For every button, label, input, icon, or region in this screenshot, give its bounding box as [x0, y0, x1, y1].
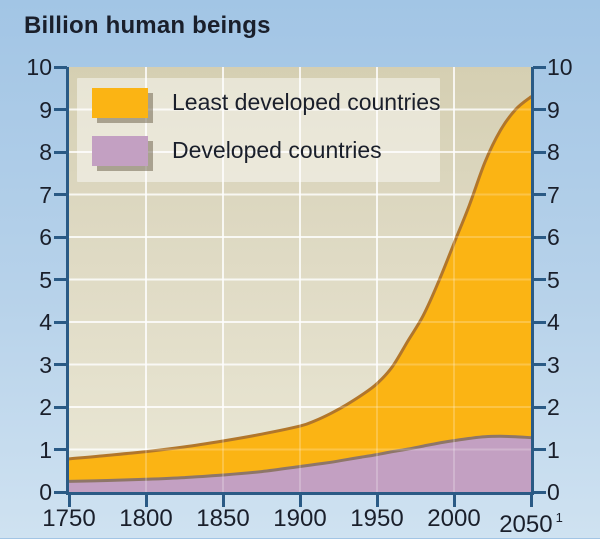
y-axis-tick-right [533, 363, 546, 366]
curve-least-developed [69, 95, 531, 461]
legend-panel [77, 78, 440, 182]
x-axis-label: 2050 1 [499, 510, 563, 538]
x-axis-label: 2000 [427, 505, 481, 532]
y-axis-label-right: 4 [547, 309, 560, 335]
y-axis-label-right: 1 [547, 436, 560, 463]
y-axis-label-left: 2 [39, 394, 52, 420]
curve-developed [69, 434, 531, 483]
x-axis-tick [298, 495, 302, 507]
y-axis-label-left: 4 [39, 309, 52, 335]
y-axis-tick-left [54, 363, 67, 366]
y-axis-tick-left [54, 405, 67, 409]
x-axis-label: 1850 [196, 505, 250, 532]
plot-area: Least developed countries Developed coun… [66, 67, 534, 495]
chart-title: Billion human beings [24, 12, 271, 39]
y-axis-tick-right [533, 278, 546, 281]
y-axis-label-right: 6 [547, 224, 560, 250]
y-axis-label-left: 7 [39, 181, 52, 208]
footnote-marker: 1 [555, 510, 563, 525]
y-axis-tick-right [533, 448, 546, 451]
y-axis-label-right: 9 [547, 96, 560, 123]
y-axis-label-left: 6 [39, 224, 52, 250]
y-axis-tick-left [54, 490, 67, 494]
x-axis-tick [221, 495, 225, 507]
area-least-developed [69, 96, 531, 492]
y-axis-label-right: 7 [547, 181, 560, 208]
y-axis-label-right: 3 [547, 351, 560, 378]
y-axis-label-right: 8 [547, 139, 560, 165]
y-axis-label-left: 10 [26, 54, 52, 80]
y-axis-tick-left [54, 448, 67, 451]
x-axis-label: 1950 [350, 505, 404, 532]
y-axis-label-right: 5 [547, 266, 560, 293]
y-axis-tick-left [54, 235, 67, 239]
y-axis-tick-left [54, 278, 67, 281]
y-axis-label-left: 1 [39, 436, 52, 463]
y-axis-tick-left [54, 193, 67, 196]
x-axis-tick [67, 495, 71, 507]
area-chart-svg [69, 67, 531, 492]
y-axis-tick-left [54, 320, 67, 324]
y-axis-tick-right [533, 150, 546, 154]
y-axis-label-left: 8 [39, 139, 52, 165]
y-axis-tick-right [533, 65, 546, 69]
x-axis-tick [529, 495, 533, 507]
x-axis-tick [452, 495, 456, 507]
y-axis-tick-left [54, 150, 67, 154]
y-axis-tick-right [533, 193, 546, 196]
x-axis-label: 1800 [119, 505, 173, 532]
y-axis-tick-left [54, 108, 67, 111]
y-axis-tick-right [533, 235, 546, 239]
x-axis-tick [375, 495, 379, 507]
x-axis-tick [144, 495, 148, 507]
y-axis-label-right: 2 [547, 394, 560, 420]
y-axis-label-right: 10 [547, 54, 573, 80]
y-axis-tick-right [533, 108, 546, 111]
y-axis-label-left: 3 [39, 351, 52, 378]
y-axis-tick-left [54, 65, 67, 69]
y-axis-tick-right [533, 405, 546, 409]
y-axis-label-left: 0 [39, 479, 52, 505]
y-axis-label-right: 0 [547, 479, 560, 505]
x-axis-label: 1750 [42, 505, 96, 532]
y-axis-tick-right [533, 320, 546, 324]
y-axis-label-left: 5 [39, 266, 52, 293]
y-axis-tick-right [533, 490, 546, 494]
x-axis-label: 1900 [273, 505, 327, 532]
y-axis-label-left: 9 [39, 96, 52, 123]
